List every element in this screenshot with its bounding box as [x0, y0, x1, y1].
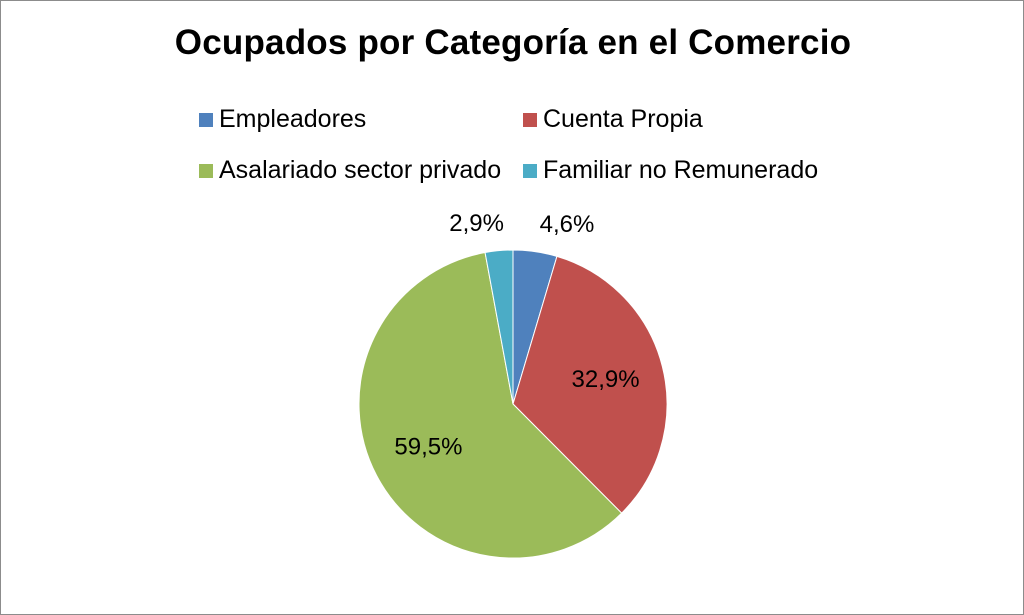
legend-item-empleadores: Empleadores — [199, 105, 366, 134]
legend-item-asalariado: Asalariado sector privado — [199, 156, 501, 185]
chart-title: Ocupados por Categoría en el Comercio — [174, 23, 852, 62]
legend-swatch-cuenta-propia — [523, 112, 537, 127]
chart-legend: Empleadores Cuenta Propia Asalariado sec… — [1, 1, 1024, 201]
legend-label-cuenta-propia: Cuenta Propia — [543, 105, 703, 133]
legend-swatch-asalariado — [199, 163, 213, 178]
legend-label-asalariado: Asalariado sector privado — [219, 156, 502, 184]
legend-swatch-empleadores — [199, 112, 213, 127]
pie-slice-familiar — [484, 249, 514, 405]
data-label-asalariado: 59,5% — [394, 434, 462, 461]
legend-item-cuenta-propia: Cuenta Propia — [523, 105, 703, 134]
pie-slice-cuenta-propia — [512, 255, 668, 514]
data-label-familiar: 2,9% — [449, 210, 504, 237]
legend-label-empleadores: Empleadores — [219, 105, 367, 133]
data-label-cuenta-propia: 32,9% — [572, 366, 640, 393]
legend-item-familiar: Familiar no Remunerado — [523, 156, 818, 185]
legend-label-familiar: Familiar no Remunerado — [543, 156, 819, 184]
legend-swatch-familiar — [523, 163, 537, 178]
pie-slice-asalariado — [358, 251, 623, 559]
data-label-empleadores: 4,6% — [540, 211, 595, 238]
